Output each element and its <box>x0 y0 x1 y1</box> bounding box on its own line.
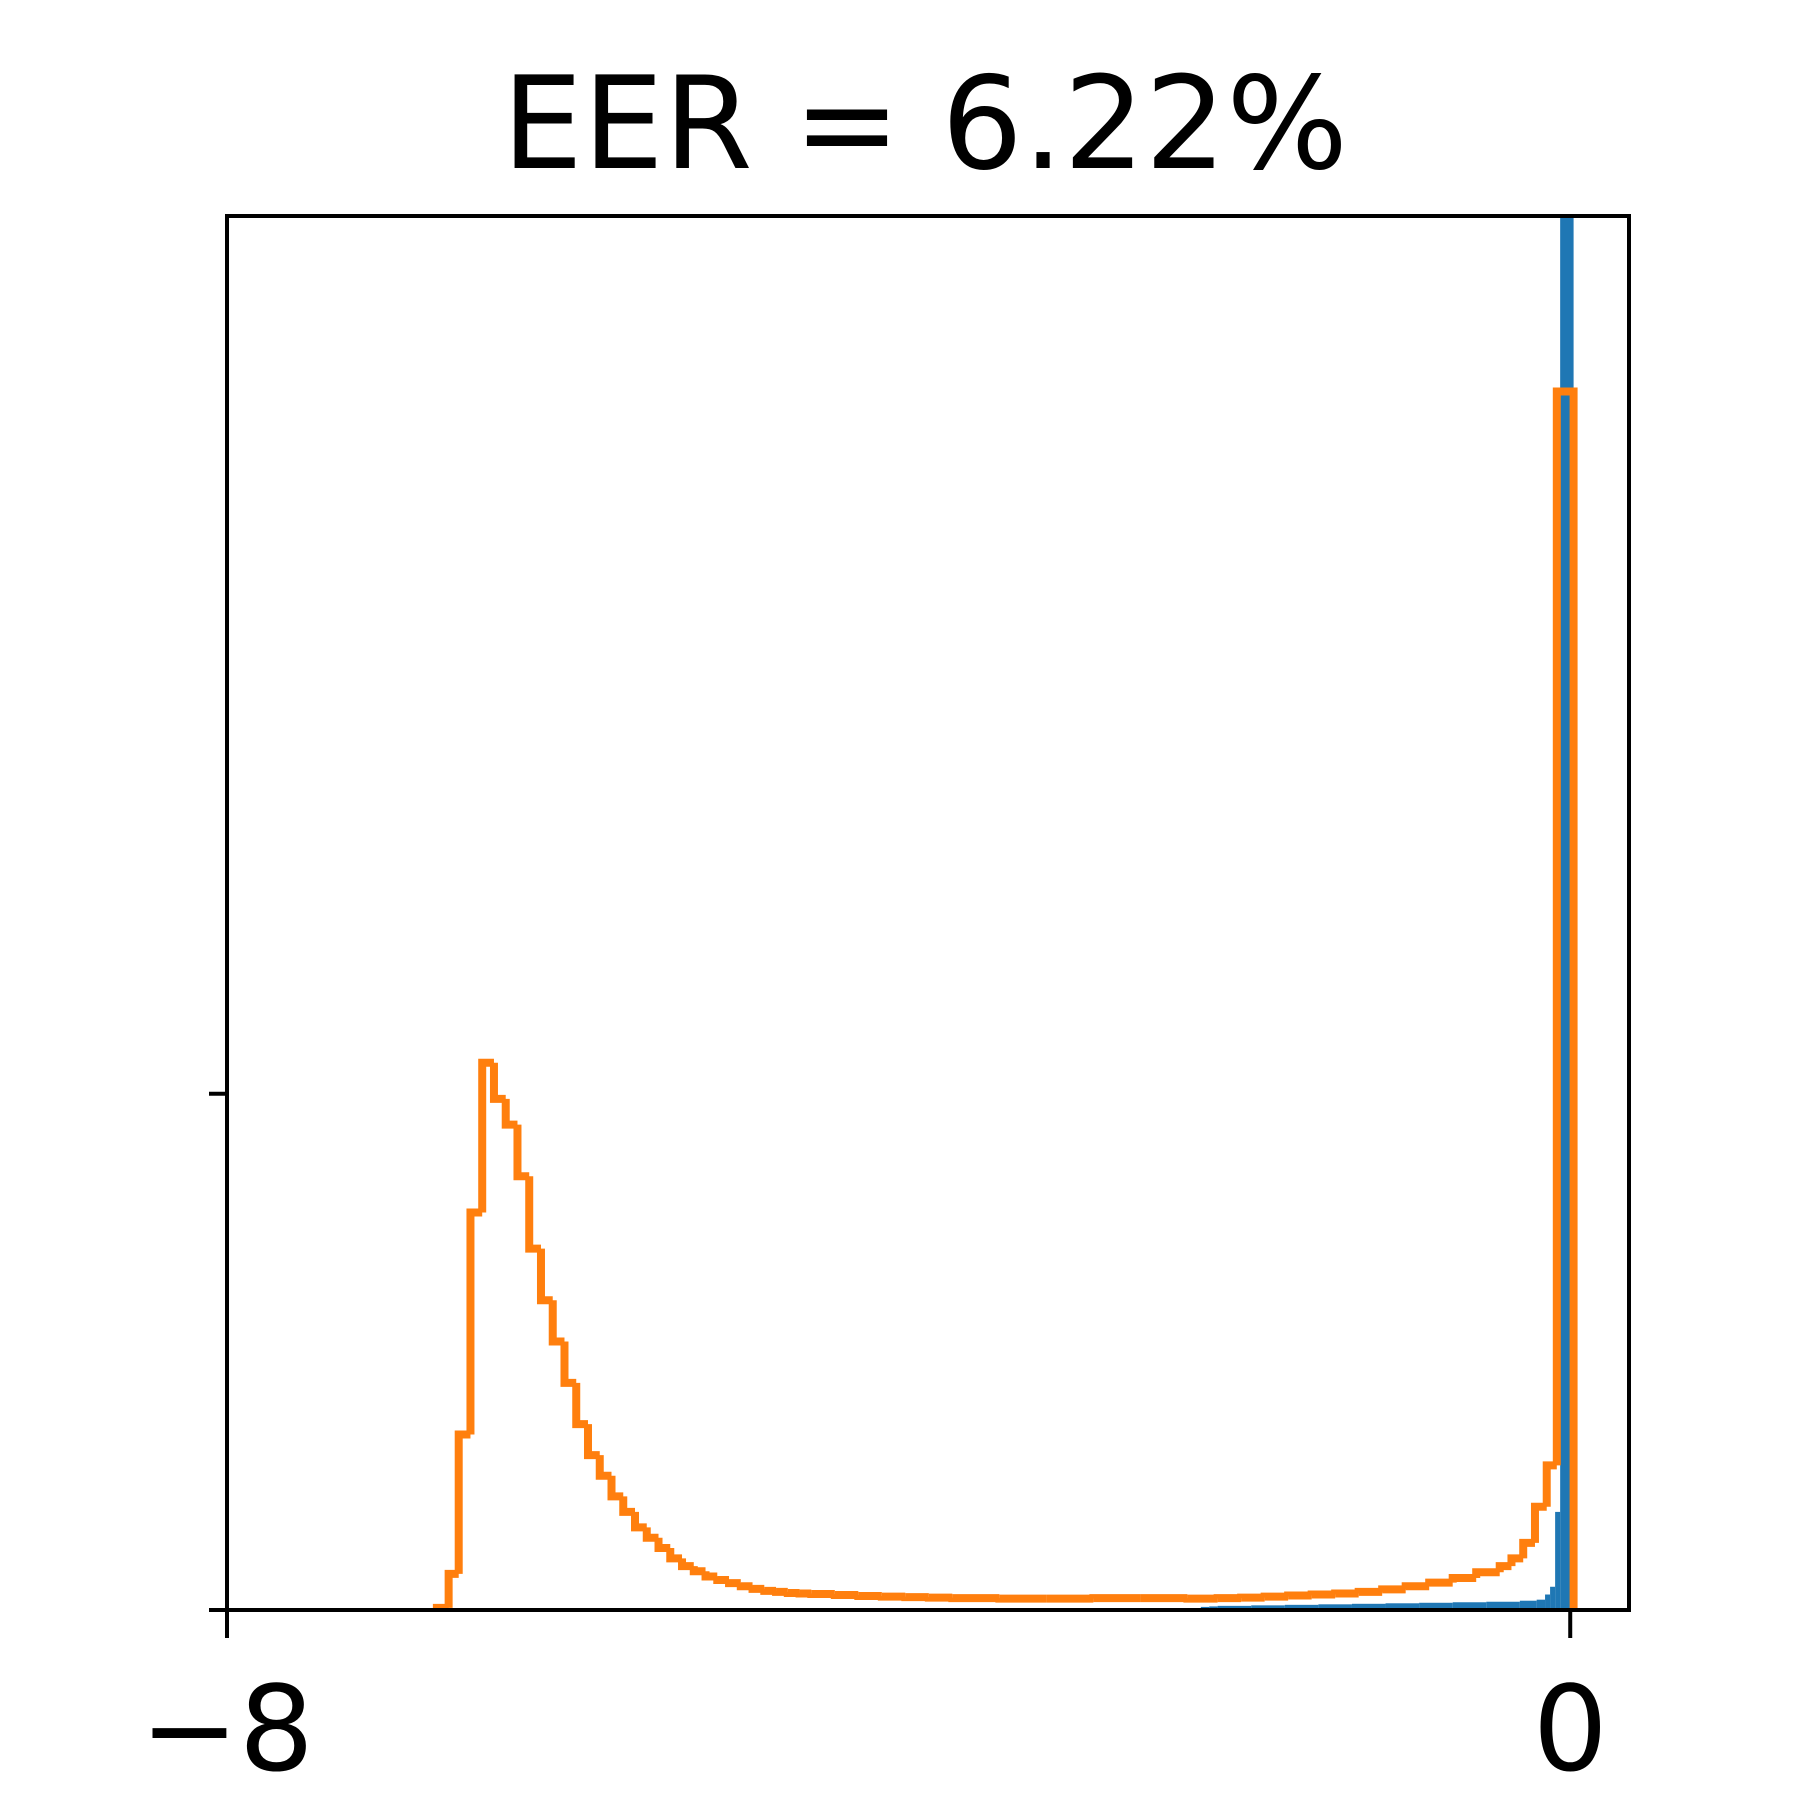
histogram-bin-step <box>489 1062 506 1103</box>
histogram-bin-step <box>1331 1589 1359 1598</box>
histogram-bin-step <box>760 1586 777 1595</box>
histogram-bin-step <box>748 1584 765 1593</box>
histogram-bin <box>1351 1603 1386 1610</box>
histogram-bin-step <box>513 1124 530 1181</box>
histogram-bin-step <box>1307 1590 1336 1599</box>
histogram-bin-step <box>1530 1502 1547 1543</box>
chart-title: EER = 6.22% <box>502 50 1348 199</box>
histogram-bin <box>1217 1605 1252 1610</box>
histogram-series-1 <box>432 387 1578 1612</box>
histogram-bin-step <box>736 1582 753 1591</box>
histogram-bin <box>1550 1586 1556 1610</box>
histogram-bin-step <box>1401 1582 1430 1591</box>
histogram-bin-step <box>1089 1594 1141 1603</box>
histogram-bin-step <box>713 1576 730 1585</box>
plot-area <box>432 216 1578 1612</box>
histogram-series-0 <box>1200 216 1574 1610</box>
histogram-bin-step <box>572 1382 588 1429</box>
histogram-bin-step <box>525 1176 541 1253</box>
histogram-bin-step <box>1213 1594 1242 1603</box>
histogram-bin-step <box>642 1527 659 1542</box>
histogram-bin-step <box>1507 1554 1524 1567</box>
histogram-bin <box>1251 1605 1285 1610</box>
histogram-bin-step <box>1495 1562 1512 1573</box>
histogram-bin-step <box>501 1098 518 1129</box>
histogram-bin-step <box>995 1594 1047 1603</box>
histogram-bin-step <box>631 1511 647 1532</box>
histogram-bin <box>1486 1601 1520 1610</box>
histogram-bin-step <box>701 1571 718 1581</box>
histogram-bin-step <box>854 1592 882 1601</box>
histogram-bin-step <box>772 1587 788 1596</box>
histogram-bin-step <box>1284 1591 1312 1600</box>
histogram-bin-step <box>830 1591 859 1600</box>
histogram-bin <box>1519 1600 1537 1610</box>
histogram-bin-step <box>595 1455 612 1480</box>
histogram-bin-step <box>654 1537 671 1553</box>
histogram-bin <box>1419 1602 1453 1610</box>
histogram-bin-step <box>795 1589 812 1598</box>
histogram-bin <box>1385 1603 1420 1610</box>
x-tick-label: 0 <box>1533 1660 1608 1798</box>
histogram-bin-step <box>1378 1585 1406 1594</box>
histogram-bin-step <box>1448 1573 1477 1583</box>
histogram-bin-step <box>666 1548 683 1563</box>
histogram-bin-step <box>536 1248 553 1305</box>
x-tick-label: −8 <box>140 1660 314 1798</box>
histogram-bin-step <box>1563 387 1578 1610</box>
histogram-bin <box>1555 1511 1561 1610</box>
histogram-bin-step <box>689 1566 706 1576</box>
histogram-bin-step <box>607 1475 624 1501</box>
histogram-bin <box>1452 1602 1487 1610</box>
histogram-bin-step <box>1542 1461 1557 1507</box>
histogram-bin-step <box>948 1594 1000 1603</box>
histogram-bin <box>1536 1599 1546 1610</box>
histogram-bin-step <box>619 1496 636 1516</box>
histogram-bin-step <box>583 1424 600 1460</box>
histogram-bin-step <box>1425 1578 1453 1587</box>
histogram-bin-step <box>1260 1592 1289 1601</box>
histogram-bin-step <box>454 1430 471 1574</box>
axes-frame <box>225 214 1631 1612</box>
histogram-bin <box>1284 1604 1319 1610</box>
histogram-bin-step <box>1472 1568 1500 1578</box>
histogram-bin-step <box>1552 387 1564 1466</box>
histogram-bin-step <box>1237 1593 1265 1602</box>
histogram-bin-step <box>901 1593 929 1602</box>
histogram-bin-step <box>783 1588 800 1597</box>
histogram-bin-step <box>725 1579 741 1588</box>
histogram-bin-step <box>924 1593 953 1602</box>
axis-ticks: −8 0 <box>140 1091 1608 1798</box>
histogram-bin-step <box>807 1589 835 1598</box>
histogram-bin <box>1545 1594 1551 1610</box>
histogram-bin-step <box>1183 1594 1218 1603</box>
histogram-bin-step <box>877 1592 906 1601</box>
histogram-bin-step <box>466 1208 483 1435</box>
histogram-bin-step <box>1519 1538 1535 1559</box>
histogram-bin <box>1318 1604 1352 1610</box>
histogram-bin-step <box>560 1341 577 1387</box>
histogram-bin-step <box>1354 1587 1383 1596</box>
histogram-bin-step <box>548 1300 565 1346</box>
histogram-bin-step <box>444 1569 459 1608</box>
histogram-bin-step <box>678 1558 694 1571</box>
